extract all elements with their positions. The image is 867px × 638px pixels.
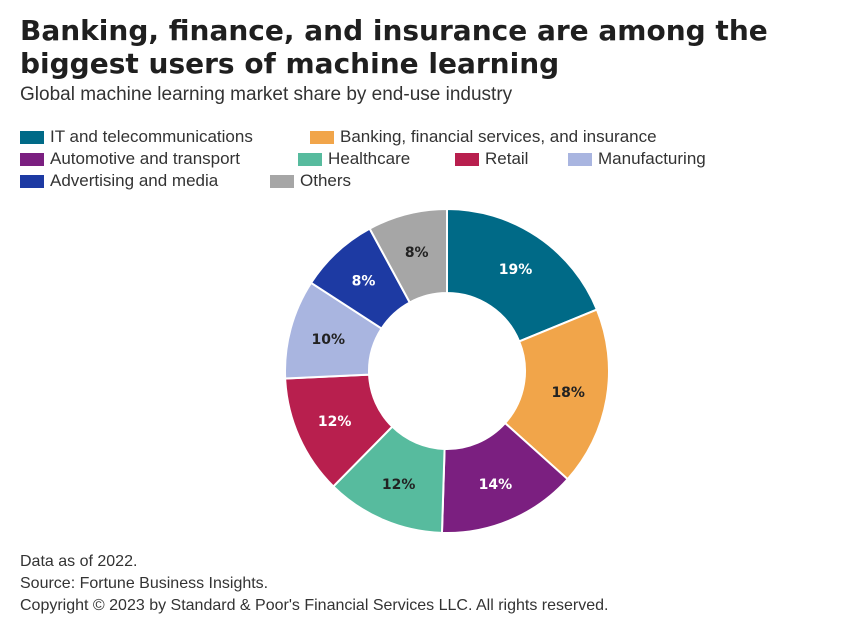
legend-label: Retail (485, 149, 529, 168)
legend-swatch (568, 152, 592, 166)
legend-item: Manufacturing (568, 149, 706, 169)
legend-item: Banking, financial services, and insuran… (310, 127, 657, 147)
copyright-note: Copyright © 2023 by Standard & Poor's Fi… (20, 597, 609, 614)
slice-data-label: 18% (551, 385, 585, 401)
data-note: Data as of 2022. (20, 553, 138, 570)
source-note: Source: Fortune Business Insights. (20, 575, 269, 592)
slice-data-label: 14% (479, 477, 513, 493)
legend-row: IT and telecommunications Banking, finan… (20, 126, 860, 148)
legend-swatch (270, 174, 294, 188)
legend-item: Healthcare (298, 149, 455, 169)
legend-swatch (455, 152, 479, 166)
legend-label: Healthcare (328, 149, 411, 168)
footer: Data as of 2022. Source: Fortune Busines… (20, 551, 608, 617)
slice-data-label: 8% (352, 274, 376, 290)
chart-subtitle: Global machine learning market share by … (20, 84, 513, 105)
legend-label: Others (300, 171, 352, 190)
legend-label: Automotive and transport (50, 149, 240, 168)
legend-item: Advertising and media (20, 171, 270, 191)
slice-data-label: 10% (312, 332, 346, 348)
legend-row: Advertising and media Others (20, 170, 860, 192)
slice-data-label: 12% (318, 414, 352, 430)
legend-label: IT and telecommunications (50, 127, 253, 146)
legend-swatch (298, 152, 322, 166)
donut-slice (446, 207, 599, 343)
legend-item: Retail (455, 149, 568, 169)
legend-item: Others (270, 171, 351, 191)
legend-swatch (310, 130, 334, 144)
slice-data-label: 8% (405, 245, 429, 261)
legend-label: Advertising and media (50, 171, 219, 190)
donut-slice (503, 308, 610, 481)
legend-item: Automotive and transport (20, 149, 298, 169)
donut-chart: 19% 18% 14% 12% 12% 10% 8% 8% (284, 207, 610, 534)
legend-item: IT and telecommunications (20, 127, 310, 147)
legend: IT and telecommunications Banking, finan… (20, 126, 860, 192)
slice-data-label: 12% (382, 477, 416, 493)
chart-title: Banking, finance, and insurance are amon… (20, 14, 768, 80)
slice-data-label: 19% (499, 262, 533, 278)
donut-slice (368, 207, 448, 304)
legend-row: Automotive and transport Healthcare Reta… (20, 148, 860, 170)
legend-swatch (20, 174, 44, 188)
legend-label: Banking, financial services, and insuran… (340, 127, 657, 146)
legend-swatch (20, 152, 44, 166)
legend-swatch (20, 130, 44, 144)
legend-label: Manufacturing (598, 149, 706, 168)
